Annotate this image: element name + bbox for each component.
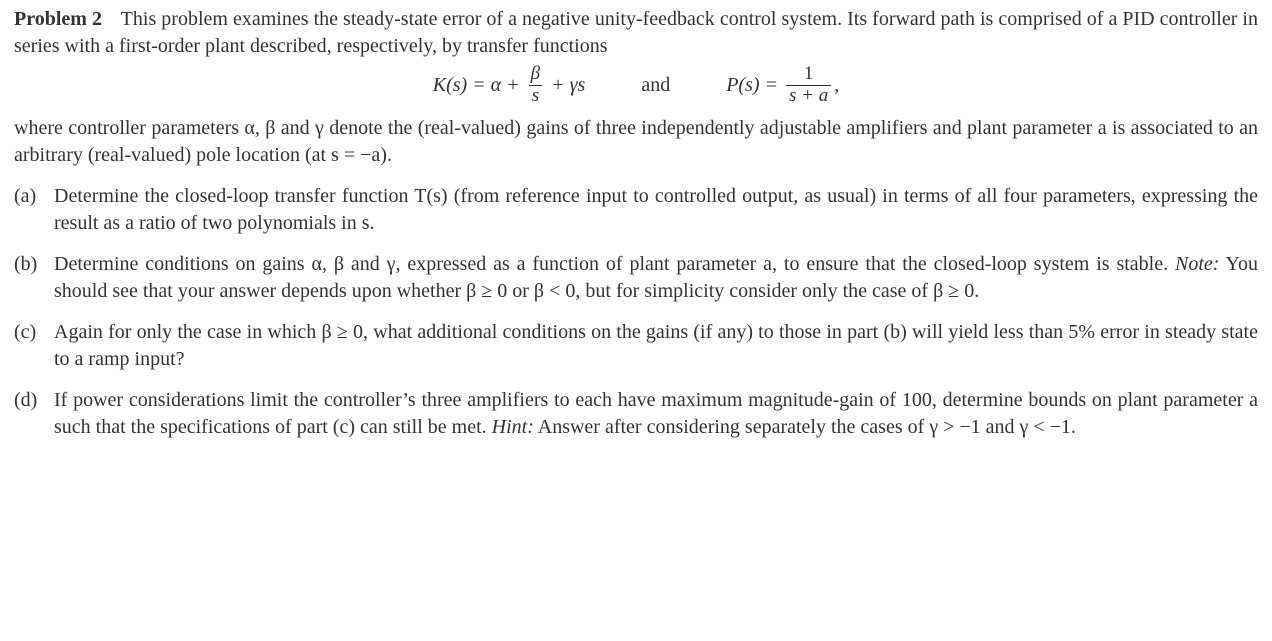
part-b-pre: Determine conditions on gains α, β and γ… <box>54 253 1175 275</box>
part-b-body: Determine conditions on gains α, β and γ… <box>54 251 1258 305</box>
p-tail: , <box>834 72 839 99</box>
problem-parts: (a) Determine the closed-loop transfer f… <box>14 183 1258 441</box>
k-frac-num: β <box>528 64 543 85</box>
equation-row: K(s) = α + β s + γs and P(s) = 1 s + a , <box>14 64 1258 107</box>
problem-intro: Problem 2 This problem examines the stea… <box>14 6 1258 60</box>
part-a: (a) Determine the closed-loop transfer f… <box>14 183 1258 237</box>
part-b-note-label: Note: <box>1175 253 1219 275</box>
part-d-hint-label: Hint: <box>492 416 534 438</box>
part-b: (b) Determine conditions on gains α, β a… <box>14 251 1258 305</box>
part-c-label: (c) <box>14 319 54 373</box>
p-frac-den: s + a <box>786 85 831 107</box>
part-a-body: Determine the closed-loop transfer funct… <box>54 183 1258 237</box>
equation-and: and <box>641 72 670 99</box>
equation-k: K(s) = α + β s + γs <box>433 64 586 107</box>
after-equation-text: where controller parameters α, β and γ d… <box>14 115 1258 169</box>
k-fraction: β s <box>528 64 543 107</box>
part-a-label: (a) <box>14 183 54 237</box>
equation-p: P(s) = 1 s + a , <box>726 64 839 107</box>
part-d-body: If power considerations limit the contro… <box>54 387 1258 441</box>
part-c-body: Again for only the case in which β ≥ 0, … <box>54 319 1258 373</box>
part-c: (c) Again for only the case in which β ≥… <box>14 319 1258 373</box>
k-frac-den: s <box>529 85 542 107</box>
part-d-post: Answer after considering separately the … <box>534 416 1076 438</box>
part-d: (d) If power considerations limit the co… <box>14 387 1258 441</box>
k-lhs: K(s) = α + <box>433 72 525 99</box>
part-b-label: (b) <box>14 251 54 305</box>
part-d-label: (d) <box>14 387 54 441</box>
problem-intro-text: This problem examines the steady-state e… <box>14 8 1258 57</box>
problem-label: Problem 2 <box>14 8 102 30</box>
p-lhs: P(s) = <box>726 72 783 99</box>
k-rhs: + γs <box>546 72 585 99</box>
p-fraction: 1 s + a <box>786 64 831 107</box>
p-frac-num: 1 <box>801 64 817 85</box>
